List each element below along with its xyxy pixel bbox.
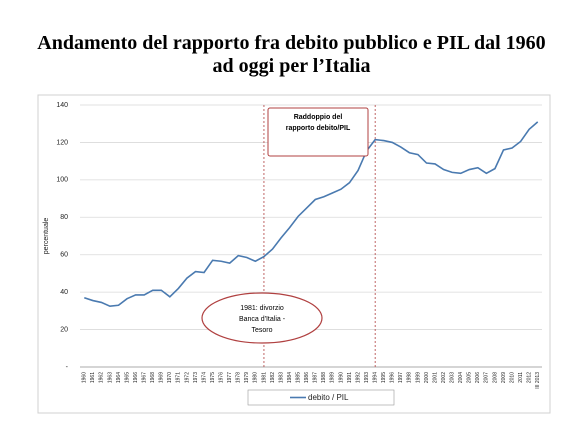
annotation-box (267, 107, 369, 157)
data-line (84, 121, 539, 307)
x-tick-label: 1980 (253, 372, 259, 383)
x-tick-label: 1977 (227, 372, 233, 383)
x-tick-label: 1976 (218, 372, 224, 383)
x-tick-label: 1970 (167, 372, 173, 383)
annotation: 1981: divorzio Banca d'Italia - Tesoro (238, 305, 286, 333)
annotation-text: Raddoppio del rapporto debito/PIL (285, 114, 351, 132)
x-tick-label: 1971 (176, 372, 182, 383)
x-tick-label: 1962 (99, 372, 105, 383)
x-tick-label: 2005 (467, 372, 473, 383)
x-tick-label: 1987 (313, 372, 319, 383)
x-tick-label: 2003 (449, 372, 455, 383)
x-tick-label: 1992 (355, 372, 361, 383)
x-tick-label: 1996 (390, 372, 396, 383)
y-axis-label: percentuale (43, 218, 50, 255)
annotation-text: 1981: divorzio Banca d'Italia - Tesoro (238, 305, 286, 333)
y-tick-label: 20 (60, 326, 68, 333)
x-tick-label: 2010 (509, 372, 515, 383)
x-tick-label: 2012 (526, 372, 532, 383)
x-tick-label: 1973 (193, 372, 199, 383)
x-tick-label: 1982 (270, 372, 276, 383)
x-tick-label: 1983 (278, 372, 284, 383)
x-tick-label: 2000 (424, 372, 430, 383)
x-tick-label: 2004 (458, 372, 464, 383)
x-tick-label: 1979 (244, 372, 250, 383)
x-tick-label: 1986 (304, 372, 310, 383)
legend-label: debito / PIL (308, 393, 349, 402)
x-tick-label: 1984 (287, 372, 293, 383)
x-tick-label: 1963 (107, 372, 113, 383)
x-tick-label: 1966 (133, 372, 139, 383)
x-tick-label: 1994 (372, 372, 378, 383)
x-tick-label: 1989 (330, 372, 336, 383)
x-tick-label: 1969 (159, 372, 165, 383)
y-tick-label: 100 (56, 177, 68, 184)
y-tick-label: 40 (60, 289, 68, 296)
x-tick-label: 1999 (415, 372, 421, 383)
x-tick-label: 1997 (398, 372, 404, 383)
x-tick-label: 1998 (407, 372, 413, 383)
x-tick-label: 2006 (475, 372, 481, 383)
x-tick-label: 1993 (364, 372, 370, 383)
x-tick-label: 1974 (201, 372, 207, 383)
x-tick-label: 1967 (141, 372, 147, 383)
x-tick-label: 1968 (150, 372, 156, 383)
x-tick-label: 2007 (484, 372, 490, 383)
annotation: Raddoppio del rapporto debito/PIL (285, 114, 351, 132)
y-tick-label: 60 (60, 252, 68, 259)
y-tick-label: 120 (56, 139, 68, 146)
x-tick-label: III 2013 (535, 372, 541, 389)
x-tick-label: 1988 (321, 372, 327, 383)
x-tick-label: 1964 (116, 372, 122, 383)
x-tick-label: 1961 (90, 372, 96, 383)
chart-title: Andamento del rapporto fra debito pubbli… (37, 32, 546, 77)
x-tick-label: 2011 (518, 372, 524, 383)
x-tick-label: 1981 (261, 372, 267, 383)
annotation-ellipse (201, 292, 323, 344)
x-tick-label: 1960 (82, 372, 88, 383)
y-tick-label: 80 (60, 214, 68, 221)
x-tick-label: 2001 (432, 372, 438, 383)
x-tick-label: 1965 (124, 372, 130, 383)
x-tick-label: 2009 (501, 372, 507, 383)
x-tick-label: 1990 (338, 372, 344, 383)
chart-frame (37, 94, 551, 414)
x-tick-label: 1991 (347, 372, 353, 383)
x-tick-label: 1995 (381, 372, 387, 383)
y-tick-label: 140 (56, 102, 68, 109)
y-tick-label: - (66, 364, 69, 371)
x-tick-label: 1972 (184, 372, 190, 383)
x-tick-label: 2002 (441, 372, 447, 383)
x-tick-label: 1985 (295, 372, 301, 383)
x-tick-label: 1975 (210, 372, 216, 383)
x-tick-label: 2008 (492, 372, 498, 383)
legend-box (247, 389, 395, 406)
x-tick-label: 1978 (236, 372, 242, 383)
